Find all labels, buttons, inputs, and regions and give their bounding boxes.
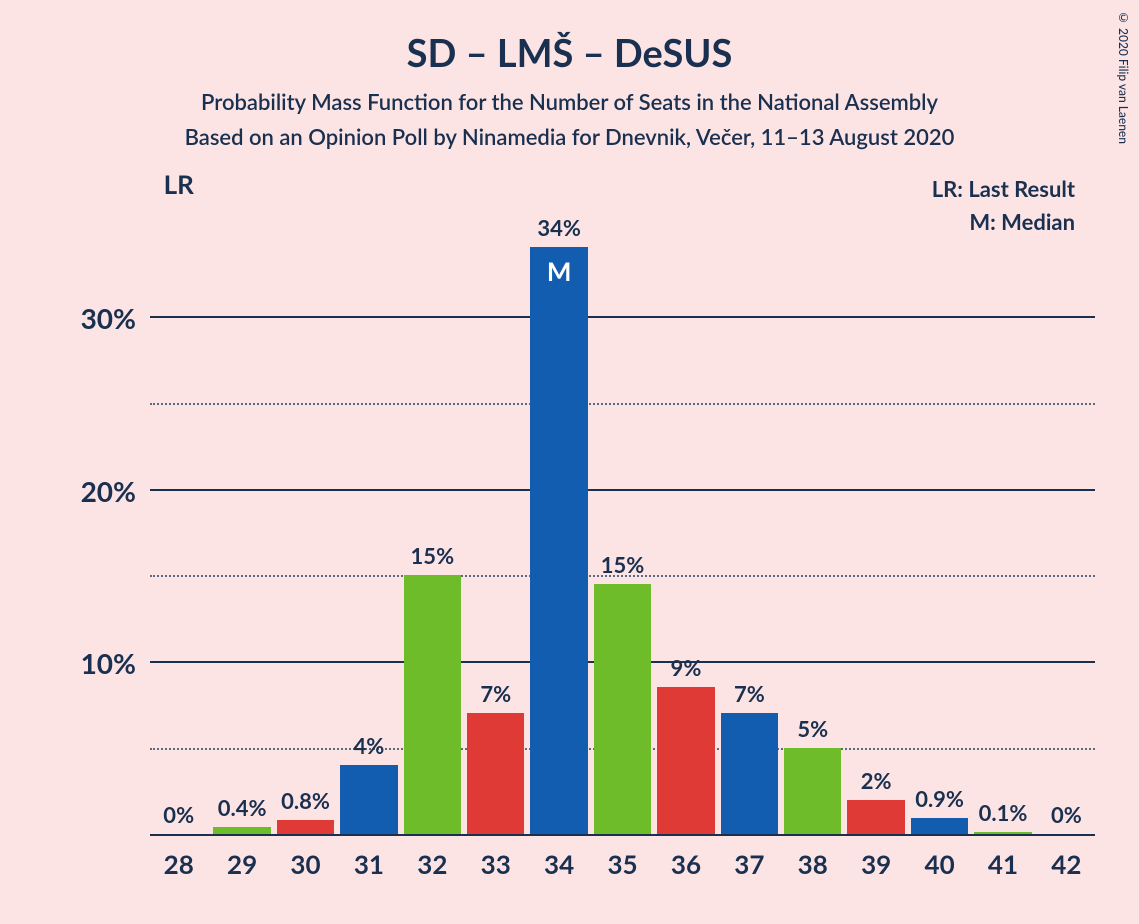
bar-slot: 9% — [657, 230, 714, 834]
x-axis-label: 34 — [530, 848, 587, 880]
legend-lr: LR: Last Result — [932, 172, 1075, 205]
bar-slot: 0.1% — [974, 230, 1031, 834]
bar-slot: 2% — [847, 230, 904, 834]
bar-value-label: 0% — [163, 801, 194, 828]
bar-value-label: 15% — [601, 551, 645, 578]
copyright: © 2020 Filip van Laenen — [1116, 10, 1131, 144]
bar-value-label: 4% — [354, 732, 385, 759]
bar-value-label: 0% — [1051, 801, 1082, 828]
bar: 15% — [594, 584, 651, 834]
gridline — [150, 834, 1095, 836]
x-axis-label: 39 — [847, 848, 904, 880]
x-axis-label: 37 — [721, 848, 778, 880]
legend: LR: Last Result M: Median — [932, 172, 1075, 238]
bar-value-label: 2% — [861, 767, 892, 794]
bar-value-label: 0.4% — [218, 794, 267, 821]
x-axis-label: 41 — [974, 848, 1031, 880]
x-axis-label: 40 — [911, 848, 968, 880]
bar-value-label: 9% — [671, 654, 702, 681]
bar: 2% — [847, 800, 904, 835]
y-axis-label: 30% — [81, 301, 150, 335]
bar-slot: 15% — [594, 230, 651, 834]
x-axis-label: 36 — [657, 848, 714, 880]
plot-area: 10%20%30% LR0%0.4%0.8%4%15%7%34%M15%9%7%… — [150, 230, 1095, 834]
bar-slot: 0.9% — [911, 230, 968, 834]
y-axis-label: 20% — [81, 474, 150, 508]
bar-value-label: 15% — [411, 542, 455, 569]
bar-slot: 0.4% — [213, 230, 270, 834]
bar-slot: 0% — [1038, 230, 1095, 834]
bar-value-label: 7% — [734, 680, 765, 707]
x-axis-label: 30 — [277, 848, 334, 880]
y-axis-label: 10% — [81, 646, 150, 680]
x-axis-label: 38 — [784, 848, 841, 880]
bar-value-label: 7% — [480, 680, 511, 707]
bars: LR0%0.4%0.8%4%15%7%34%M15%9%7%5%2%0.9%0.… — [150, 230, 1095, 834]
x-axis-label: 31 — [340, 848, 397, 880]
x-axis-label: 28 — [150, 848, 207, 880]
bar: 0.8% — [277, 820, 334, 834]
x-axis-label: 33 — [467, 848, 524, 880]
bar-value-label: 0.8% — [281, 787, 330, 814]
bar-slot: 7% — [467, 230, 524, 834]
bar: 4% — [340, 765, 397, 834]
bar: 0.4% — [213, 827, 270, 834]
median-marker: M — [547, 255, 572, 287]
chart-title: SD – LMŠ – DeSUS — [60, 30, 1079, 76]
x-axis-labels: 282930313233343536373839404142 — [150, 848, 1095, 880]
bar: 5% — [784, 748, 841, 834]
bar: 34%M — [530, 247, 587, 834]
bar: 15% — [404, 575, 461, 834]
bar-slot: 5% — [784, 230, 841, 834]
x-axis-label: 35 — [594, 848, 651, 880]
bar: 0.9% — [911, 818, 968, 834]
last-result-marker: LR — [164, 168, 194, 200]
bar-slot: 7% — [721, 230, 778, 834]
chart-container: SD – LMŠ – DeSUS Probability Mass Functi… — [0, 0, 1139, 924]
bar-value-label: 0.1% — [979, 799, 1028, 826]
bar-value-label: 0.9% — [915, 785, 964, 812]
bar-slot: 34%M — [530, 230, 587, 834]
bar-slot: LR0% — [150, 230, 207, 834]
chart-subtitle-2: Based on an Opinion Poll by Ninamedia fo… — [60, 123, 1079, 150]
x-axis-label: 32 — [404, 848, 461, 880]
x-axis-label: 42 — [1038, 848, 1095, 880]
chart-subtitle-1: Probability Mass Function for the Number… — [60, 88, 1079, 115]
bar-value-label: 5% — [797, 715, 828, 742]
bar-slot: 4% — [340, 230, 397, 834]
bar-slot: 15% — [404, 230, 461, 834]
bar: 7% — [721, 713, 778, 834]
x-axis-label: 29 — [213, 848, 270, 880]
bar-value-label: 34% — [537, 214, 581, 241]
bar: 7% — [467, 713, 524, 834]
bar-slot: 0.8% — [277, 230, 334, 834]
bar: 9% — [657, 687, 714, 834]
bar: 0.1% — [974, 832, 1031, 834]
